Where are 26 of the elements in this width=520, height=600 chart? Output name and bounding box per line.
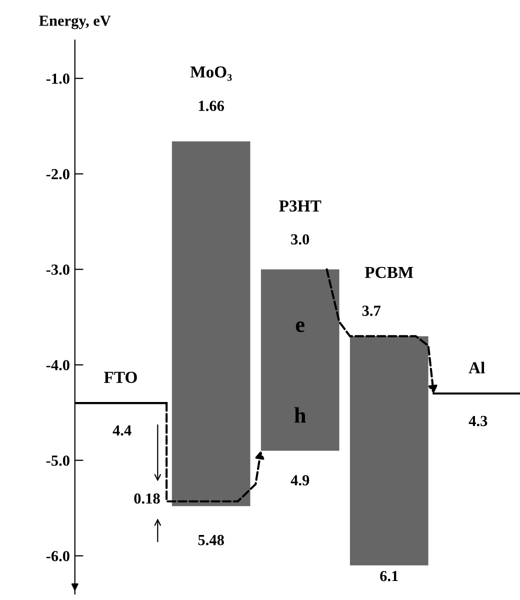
annotation: MoO₃ xyxy=(190,66,232,81)
annotation: 6.1 xyxy=(380,570,398,582)
y-tick-label: -5.0 xyxy=(46,455,70,466)
annotation: h xyxy=(294,407,306,423)
bar xyxy=(260,269,340,451)
ref-line-label: Al xyxy=(468,362,485,374)
y-tick-label: -4.0 xyxy=(46,360,70,370)
y-axis-title: Energy, eV xyxy=(39,16,111,30)
text: 4.3 xyxy=(468,416,488,426)
y-tick-label: -2.0 xyxy=(46,169,70,180)
annotation: 3.7 xyxy=(362,306,381,316)
annotation: 5.48 xyxy=(198,534,224,546)
annotation: e xyxy=(296,321,304,332)
annotation: 4.9 xyxy=(290,475,310,486)
annotation: 1.66 xyxy=(198,100,224,112)
annotation: P3HT xyxy=(279,200,322,212)
y-tick-label: -3.0 xyxy=(46,264,70,275)
bar xyxy=(172,141,250,506)
text: 4.4 xyxy=(112,425,132,436)
y-tick-label: -6.0 xyxy=(46,550,70,562)
y-tick-label: -1.0 xyxy=(46,74,70,84)
annotation: PCBM xyxy=(364,266,414,278)
text: 0.18 xyxy=(134,493,160,504)
annotation: 3.0 xyxy=(291,234,310,245)
ref-line-label: FTO xyxy=(104,372,137,383)
bar xyxy=(350,336,428,566)
